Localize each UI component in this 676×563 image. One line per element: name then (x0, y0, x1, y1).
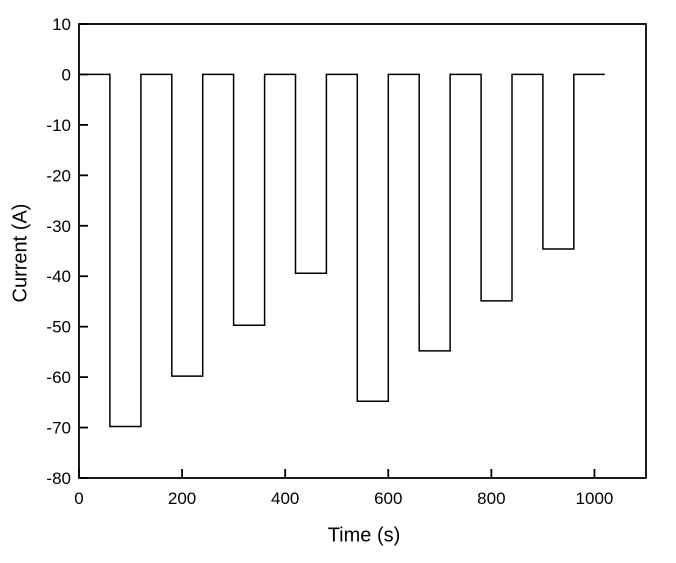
y-tick-label: -50 (46, 318, 71, 337)
x-tick-label: 600 (374, 489, 402, 508)
y-tick-label: -60 (46, 368, 71, 387)
y-axis-title: Current (A) (9, 203, 32, 303)
y-tick-label: -80 (46, 469, 71, 488)
x-tick-label: 1000 (576, 489, 614, 508)
y-tick-label: -30 (46, 217, 71, 236)
x-tick-label: 400 (271, 489, 299, 508)
data-line-current (79, 73, 605, 428)
y-tick-label: -10 (46, 116, 71, 135)
x-tick-label: 0 (74, 489, 83, 508)
x-tick-label: 200 (168, 489, 196, 508)
y-tick-label: 10 (52, 15, 71, 34)
y-tick-label: -40 (46, 267, 71, 286)
x-tick-label: 800 (477, 489, 505, 508)
y-tick-label: -20 (46, 166, 71, 185)
x-axis-title: Time (s) (327, 524, 401, 547)
y-tick-label: -70 (46, 419, 71, 438)
y-tick-label: 0 (62, 65, 71, 84)
plot-frame (78, 23, 647, 479)
